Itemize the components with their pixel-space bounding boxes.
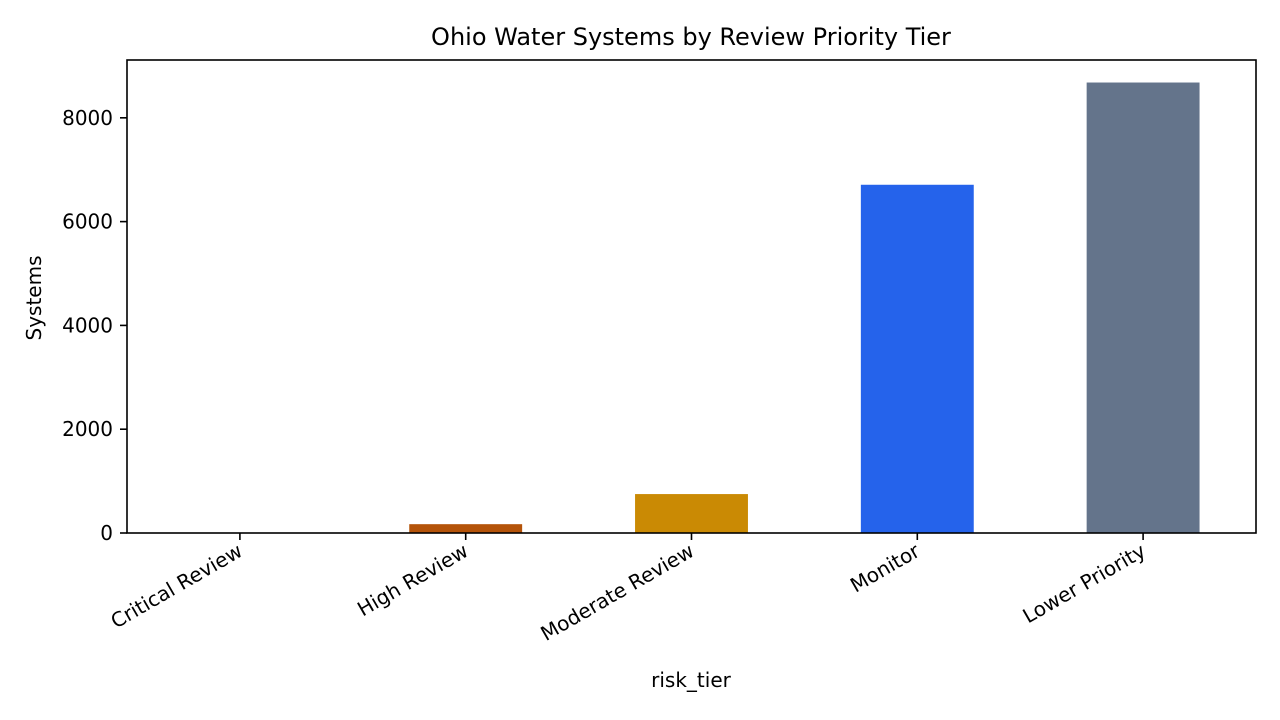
y-tick-label: 0 xyxy=(100,521,113,545)
x-tick-label: Lower Priority xyxy=(1019,538,1150,628)
x-tick-label: High Review xyxy=(353,539,472,622)
plot-frame xyxy=(126,59,1257,534)
y-tick-label: 6000 xyxy=(62,210,113,234)
x-axis-label: risk_tier xyxy=(651,668,731,692)
y-axis-ticks: 0 2000 4000 6000 8000 xyxy=(62,106,127,545)
bar-lower-priority xyxy=(1086,82,1200,534)
y-axis-label: Systems xyxy=(22,256,46,341)
bar-moderate-review xyxy=(635,494,748,533)
x-tick-label: Moderate Review xyxy=(536,539,698,646)
y-tick-label: 2000 xyxy=(62,417,113,441)
bars-group xyxy=(183,82,1200,534)
y-tick-label: 4000 xyxy=(62,313,113,337)
chart-title: Ohio Water Systems by Review Priority Ti… xyxy=(431,23,951,51)
bar-high-review xyxy=(409,524,523,533)
x-tick-label: Monitor xyxy=(846,538,925,597)
y-tick-label: 8000 xyxy=(62,106,113,130)
x-tick-label: Critical Review xyxy=(107,539,247,634)
x-axis-ticks: Critical Review High Review Moderate Revie… xyxy=(107,533,1150,646)
bar-monitor xyxy=(860,184,974,533)
